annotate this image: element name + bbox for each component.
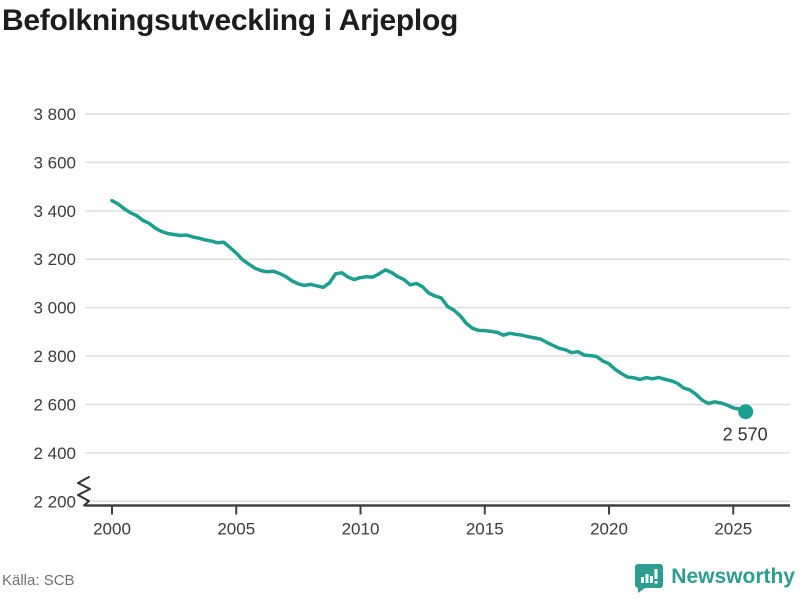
axis-break-icon bbox=[77, 476, 91, 507]
newsworthy-logo[interactable]: Newsworthy bbox=[634, 560, 795, 594]
newsworthy-speech-bubble-chart-icon bbox=[635, 564, 664, 593]
y-tick-label: 2 800 bbox=[33, 347, 76, 366]
x-tick-label: 2020 bbox=[590, 520, 628, 539]
population-line bbox=[110, 198, 748, 414]
y-tick-label: 3 800 bbox=[33, 105, 76, 124]
population-line-chart: 3 800 3 600 3 400 3 200 3 000 2 800 2 600 2 400… bbox=[33, 105, 790, 539]
end-point-dot bbox=[738, 404, 754, 420]
y-tick-label: 3 400 bbox=[33, 202, 76, 221]
x-tick-label: 2005 bbox=[217, 520, 255, 539]
x-tick-label: 2025 bbox=[714, 520, 752, 539]
x-tick-label: 2015 bbox=[466, 520, 504, 539]
page-title: Befolkningsutveckling i Arjeplog bbox=[2, 4, 459, 37]
x-tick-label: 2000 bbox=[93, 520, 131, 539]
y-tick-label: 2 200 bbox=[33, 492, 76, 511]
y-tick-label: 2 400 bbox=[33, 444, 76, 463]
y-tick-label: 2 600 bbox=[33, 395, 76, 414]
newsworthy-wordmark: Newsworthy bbox=[671, 565, 795, 588]
source-label: Källa: SCB bbox=[2, 572, 75, 589]
end-value-label: 2 570 bbox=[723, 425, 768, 445]
y-tick-label: 3 600 bbox=[33, 153, 76, 172]
y-tick-label: 3 000 bbox=[33, 299, 76, 318]
x-tick-label: 2010 bbox=[342, 520, 380, 539]
y-tick-label: 3 200 bbox=[33, 250, 76, 269]
